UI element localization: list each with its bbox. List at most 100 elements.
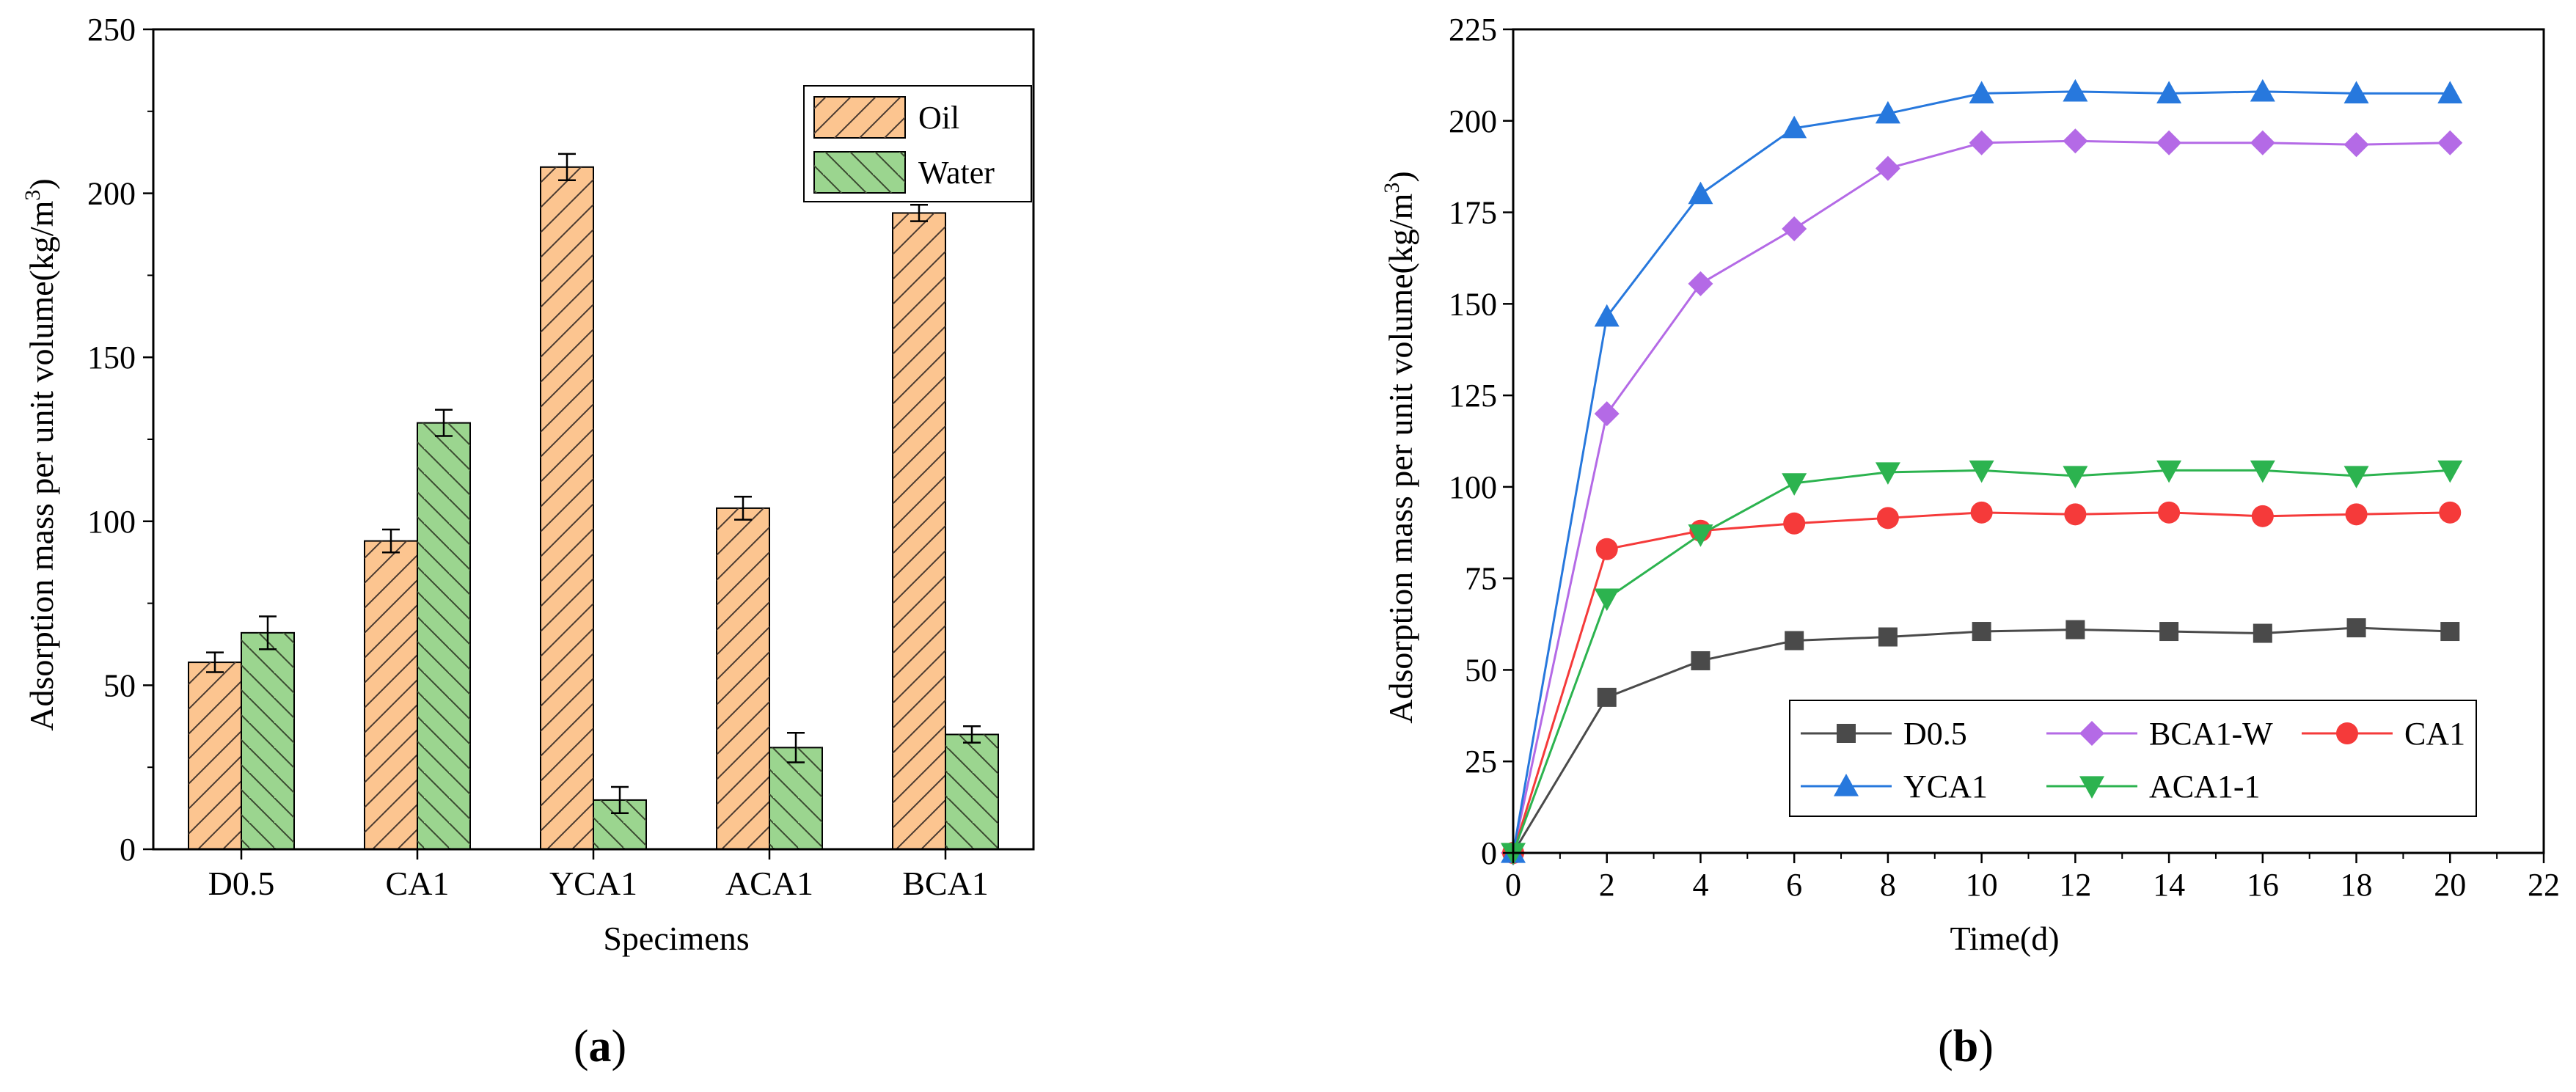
point-aca1-1-t10 (1969, 460, 1994, 483)
bar-hatch-oil-yca1 (541, 166, 593, 850)
point-bca1-w-t12 (2063, 128, 2088, 154)
point-bca1-w-t4 (1688, 271, 1713, 296)
point-aca1-1-t6 (1782, 473, 1807, 496)
point-d0-5-t14 (2159, 622, 2179, 642)
legend-label-water: Water (918, 155, 995, 191)
legend-marker-d0-5 (1837, 724, 1856, 743)
bar-x-tick-label-aca1: ACA1 (725, 865, 813, 902)
legend-label-aca1-1: ACA1-1 (2149, 769, 2261, 805)
point-yca1-t4 (1688, 181, 1713, 205)
point-d0-5-t4 (1691, 651, 1710, 670)
legend-label-ca1: CA1 (2404, 716, 2465, 752)
point-d0-5-t6 (1785, 631, 1804, 651)
bar-hatch-oil-ca1 (365, 540, 417, 849)
line-y-tick-label-25: 25 (1465, 744, 1497, 780)
point-ca1-t18 (2345, 503, 2368, 526)
bar-y-tick-label-100: 100 (87, 504, 136, 540)
point-yca1-t12 (2063, 78, 2088, 102)
legend-label-d0-5: D0.5 (1903, 716, 1967, 752)
legend-label-bca1-w: BCA1-W (2149, 716, 2273, 752)
bar-hatch-oil-aca1 (717, 507, 769, 849)
line-y-tick-label-0: 0 (1481, 835, 1497, 871)
line-x-tick-label-12: 12 (2059, 867, 2091, 903)
legend-marker-bca1-w (2079, 721, 2104, 746)
point-yca1-t18 (2343, 81, 2369, 103)
point-d0-5-t2 (1597, 687, 1617, 707)
point-bca1-w-t6 (1782, 216, 1807, 242)
point-yca1-t14 (2156, 81, 2182, 103)
bar-y-tick-label-50: 50 (103, 667, 136, 703)
point-aca1-1-t12 (2063, 466, 2088, 488)
legend-marker-yca1 (1834, 774, 1859, 796)
line-plot-area (1501, 78, 2463, 865)
bar-hatch-water-aca1 (769, 747, 822, 849)
bar-x-tick-label-bca1: BCA1 (902, 865, 989, 902)
point-ca1-t8 (1876, 507, 1899, 529)
bar-y-tick-label-0: 0 (120, 832, 136, 868)
point-aca1-1-t20 (2437, 460, 2463, 483)
point-bca1-w-t8 (1875, 155, 1900, 181)
line-y-tick-label-225: 225 (1449, 12, 1497, 48)
point-bca1-w-t20 (2437, 130, 2463, 155)
bar-hatch-water-bca1 (945, 734, 998, 849)
point-ca1-t2 (1595, 538, 1618, 560)
point-ca1-t20 (2439, 501, 2462, 524)
line-x-tick-label-16: 16 (2247, 867, 2279, 903)
bar-legend: Oil Water (803, 85, 1032, 202)
line-y-axis-title: Adsorption mass per unit volume(kg/m3) (1380, 171, 1419, 723)
point-yca1-t10 (1969, 81, 1994, 103)
point-aca1-1-t14 (2156, 460, 2182, 483)
bar-x-tick-label-ca1: CA1 (386, 865, 450, 902)
bar-plot-area (188, 153, 999, 851)
line-x-tick-label-18: 18 (2341, 867, 2373, 903)
legend-label-oil: Oil (918, 100, 959, 136)
point-aca1-1-t2 (1594, 588, 1620, 612)
bar-chart-panel: D0.5 CA1 YCA1 ACA1 BCA1 0 50 100 150 200 250 Oil W… (21, 12, 1035, 1071)
line-x-tick-label-14: 14 (2153, 867, 2185, 903)
point-bca1-w-t10 (1969, 130, 1994, 155)
point-ca1-t16 (2251, 505, 2274, 527)
bar-x-tick-label-yca1: YCA1 (549, 865, 637, 902)
line-x-tick-label-8: 8 (1880, 867, 1896, 903)
point-d0-5-t8 (1878, 627, 1898, 647)
line-legend-frame (1789, 700, 2477, 817)
point-ca1-t14 (2158, 501, 2181, 524)
line-x-tick-label-22: 22 (2528, 867, 2560, 903)
bar-axes: D0.5 CA1 YCA1 ACA1 BCA1 0 50 100 150 200 250 (87, 12, 1035, 902)
bar-y-tick-label-250: 250 (87, 12, 136, 48)
legend-label-yca1: YCA1 (1903, 769, 1988, 805)
line-y-tick-label-150: 150 (1449, 286, 1497, 322)
bar-x-axis-title: Specimens (603, 920, 749, 957)
legend-marker-ca1 (2336, 722, 2358, 744)
panel-label-a: (a) (574, 1022, 626, 1071)
bar-y-tick-label-200: 200 (87, 176, 136, 212)
line-x-tick-label-2: 2 (1599, 867, 1615, 903)
point-yca1-t2 (1594, 304, 1620, 327)
line-y-tick-label-175: 175 (1449, 195, 1497, 231)
line-chart-panel: 0 2 4 6 8 10 12 14 16 18 20 22 0 25 50 75 100 125 150 175 20… (1380, 12, 2560, 1071)
bar-hatch-oil-bca1 (893, 213, 945, 849)
bar-hatch-water-d0-5 (241, 632, 294, 849)
line-y-tick-label-125: 125 (1449, 378, 1497, 414)
point-ca1-t10 (1970, 501, 1993, 524)
point-d0-5-t18 (2346, 618, 2366, 638)
bar-x-tick-label-d0-5: D0.5 (208, 865, 275, 902)
bar-hatch-oil-d0-5 (189, 662, 241, 849)
point-d0-5-t10 (1972, 622, 1991, 642)
point-ca1-t12 (2064, 503, 2087, 526)
line-x-tick-label-10: 10 (1966, 867, 1998, 903)
line-x-tick-label-6: 6 (1786, 867, 1802, 903)
bar-y-axis-title: Adsorption mass per unit volume(kg/m3) (21, 178, 60, 730)
line-legend: D0.5 BCA1-W CA1 YCA1 ACA1-1 (1789, 700, 2477, 817)
line-y-tick-label-100: 100 (1449, 469, 1497, 505)
line-axes: 0 2 4 6 8 10 12 14 16 18 20 22 0 25 50 75 100 125 150 175 20… (1449, 12, 2560, 903)
point-bca1-w-t2 (1594, 401, 1620, 427)
line-y-tick-label-200: 200 (1449, 103, 1497, 139)
line-x-tick-label-20: 20 (2434, 867, 2466, 903)
line-y-tick-label-50: 50 (1465, 652, 1497, 688)
point-aca1-1-t18 (2343, 466, 2369, 488)
point-yca1-t16 (2250, 78, 2275, 102)
legend-marker-aca1-1 (2079, 776, 2104, 799)
point-aca1-1-t4 (1688, 524, 1713, 547)
